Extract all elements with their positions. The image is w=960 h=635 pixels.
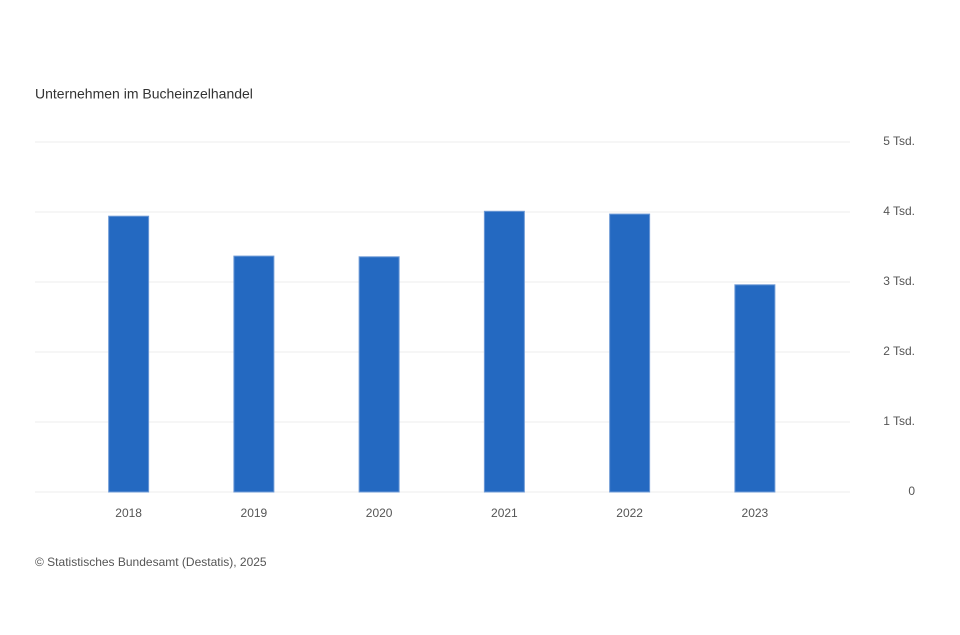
y-tick-label: 4 Tsd. bbox=[883, 204, 915, 218]
chart-title: Unternehmen im Bucheinzelhandel bbox=[35, 86, 253, 102]
x-tick-label: 2020 bbox=[366, 506, 393, 520]
bar bbox=[609, 213, 651, 493]
bar bbox=[734, 284, 776, 493]
x-tick-label: 2021 bbox=[491, 506, 518, 520]
x-tick-label: 2018 bbox=[115, 506, 142, 520]
y-tick-label: 5 Tsd. bbox=[883, 134, 915, 148]
bar bbox=[108, 215, 150, 493]
bar bbox=[358, 256, 400, 493]
y-tick-label: 1 Tsd. bbox=[883, 414, 915, 428]
bar bbox=[483, 210, 525, 493]
x-tick-label: 2022 bbox=[616, 506, 643, 520]
y-tick-label: 2 Tsd. bbox=[883, 344, 915, 358]
y-tick-label: 0 bbox=[908, 484, 915, 498]
y-tick-label: 3 Tsd. bbox=[883, 274, 915, 288]
x-tick-label: 2019 bbox=[241, 506, 268, 520]
source: © Statistisches Bundesamt (Destatis), 20… bbox=[35, 555, 267, 569]
x-tick-label: 2023 bbox=[742, 506, 769, 520]
bar bbox=[233, 255, 275, 493]
